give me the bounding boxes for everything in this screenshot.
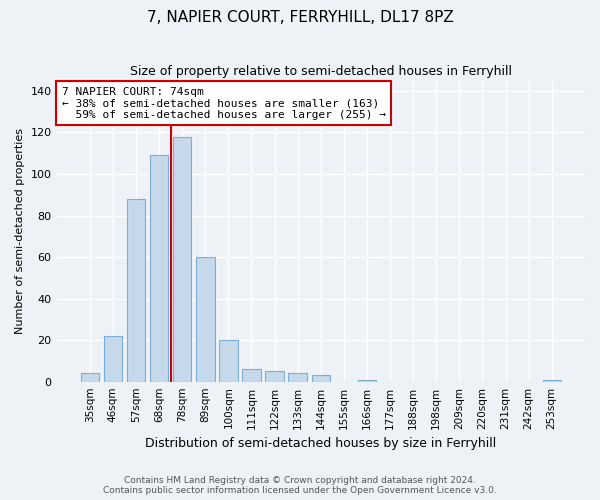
Bar <box>542 380 561 382</box>
X-axis label: Distribution of semi-detached houses by size in Ferryhill: Distribution of semi-detached houses by … <box>145 437 496 450</box>
Y-axis label: Number of semi-detached properties: Number of semi-detached properties <box>15 128 25 334</box>
Bar <box>80 374 99 382</box>
Text: Contains HM Land Registry data © Crown copyright and database right 2024.
Contai: Contains HM Land Registry data © Crown c… <box>103 476 497 495</box>
Bar <box>311 376 330 382</box>
Title: Size of property relative to semi-detached houses in Ferryhill: Size of property relative to semi-detach… <box>130 65 512 78</box>
Bar <box>196 257 215 382</box>
Bar <box>104 336 122 382</box>
Bar <box>265 372 284 382</box>
Bar <box>173 136 191 382</box>
Bar <box>242 369 261 382</box>
Bar <box>219 340 238 382</box>
Text: 7 NAPIER COURT: 74sqm
← 38% of semi-detached houses are smaller (163)
  59% of s: 7 NAPIER COURT: 74sqm ← 38% of semi-deta… <box>62 86 386 120</box>
Bar <box>127 199 145 382</box>
Bar <box>358 380 376 382</box>
Text: 7, NAPIER COURT, FERRYHILL, DL17 8PZ: 7, NAPIER COURT, FERRYHILL, DL17 8PZ <box>146 10 454 25</box>
Bar <box>289 374 307 382</box>
Bar <box>150 156 169 382</box>
